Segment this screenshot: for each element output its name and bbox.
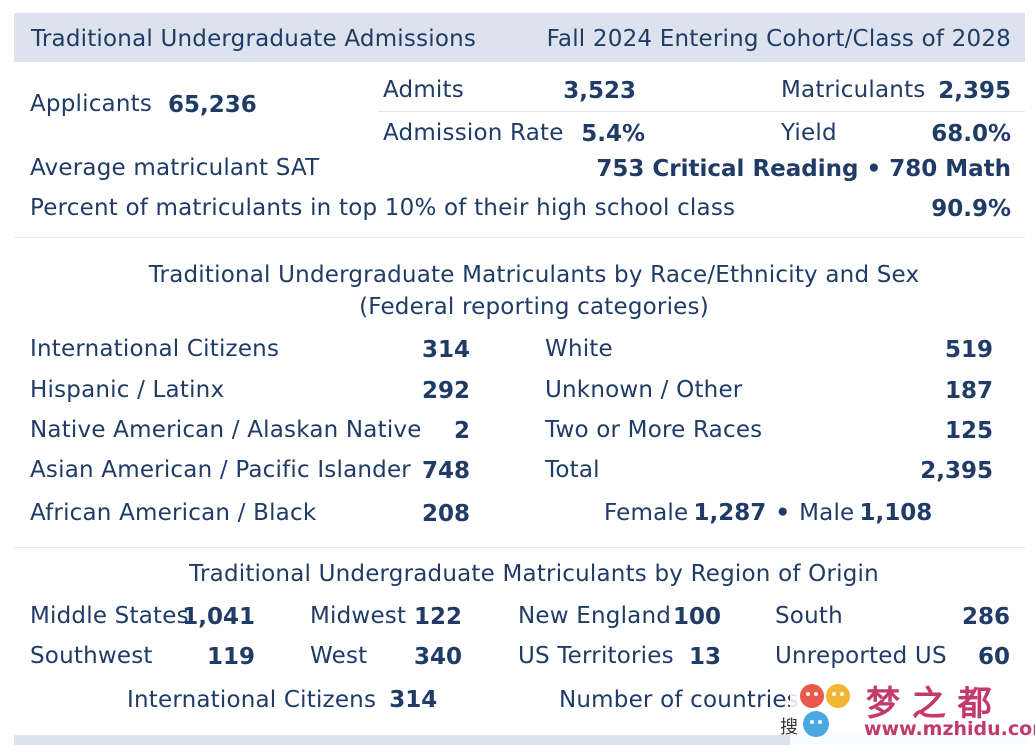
sex-separator: • (775, 500, 791, 526)
watermark: 梦 之 都 www.mzhidu.com 搜 (780, 676, 1035, 745)
female-value: 1,287 (693, 500, 767, 526)
region-value-southwest: 119 (206, 644, 255, 670)
sex-breakdown: Female 1,287 • Male 1,108 (604, 500, 932, 526)
region-value-middle-states: 1,041 (182, 604, 255, 630)
countries-label: Number of countries (559, 687, 799, 713)
summary-rule (378, 111, 1025, 112)
intl-region-value: 314 (389, 687, 438, 713)
admits-label: Admits (383, 77, 464, 103)
race-value-two-or-more: 125 (944, 418, 993, 444)
race-label-native: Native American / Alaskan Native (30, 417, 422, 443)
section-divider-1 (14, 237, 1025, 238)
male-value: 1,108 (859, 500, 933, 526)
region-value-west: 340 (413, 644, 462, 670)
yield-value: 68.0% (931, 121, 1011, 147)
race-label-african: African American / Black (30, 500, 317, 526)
race-value-international: 314 (421, 337, 470, 363)
race-value-total: 2,395 (920, 458, 993, 484)
race-label-unknown: Unknown / Other (545, 377, 743, 403)
region-label-west: West (310, 643, 368, 669)
watermark-logo-icon (800, 684, 850, 737)
top10-value: 90.9% (931, 196, 1011, 222)
header-cohort: Fall 2024 Entering Cohort/Class of 2028 (546, 26, 1011, 52)
race-subtitle: (Federal reporting categories) (359, 294, 709, 320)
sat-label: Average matriculant SAT (30, 155, 320, 181)
race-value-asian: 748 (421, 458, 470, 484)
intl-region-label: International Citizens (127, 687, 377, 713)
race-label-two-or-more: Two or More Races (545, 417, 763, 443)
matriculants-value: 2,395 (938, 78, 1011, 104)
race-label-hispanic: Hispanic / Latinx (30, 377, 225, 403)
yield-label: Yield (781, 120, 837, 146)
region-label-unreported-us: Unreported US (775, 643, 947, 669)
admission-rate-value: 5.4% (581, 121, 645, 147)
race-value-white: 519 (944, 337, 993, 363)
watermark-url: www.mzhidu.com (864, 718, 1035, 740)
international-citizens-region: International Citizens 314 (127, 687, 437, 713)
race-title: Traditional Undergraduate Matriculants b… (148, 262, 920, 288)
race-value-african: 208 (421, 501, 470, 527)
watermark-partial-char: 搜 (780, 717, 798, 738)
region-label-south: South (775, 603, 843, 629)
footer-band (14, 735, 1025, 745)
header-title: Traditional Undergraduate Admissions (31, 26, 477, 52)
top10-label: Percent of matriculants in top 10% of th… (30, 195, 736, 221)
applicants-label: Applicants (30, 91, 153, 117)
applicants-value: 65,236 (168, 92, 257, 118)
region-value-unreported-us: 60 (977, 644, 1010, 670)
region-label-midwest: Midwest (310, 603, 407, 629)
female-label: Female (604, 500, 689, 526)
region-title: Traditional Undergraduate Matriculants b… (189, 561, 879, 587)
matriculants-label: Matriculants (781, 77, 926, 103)
region-label-new-england: New England (518, 603, 672, 629)
region-label-middle-states: Middle States (30, 603, 189, 629)
sat-reading: 753 Critical Reading (596, 156, 859, 182)
race-label-international: International Citizens (30, 336, 280, 362)
region-value-midwest: 122 (413, 604, 462, 630)
region-label-southwest: Southwest (30, 643, 153, 669)
race-label-asian: Asian American / Pacific Islander (30, 457, 411, 483)
admits-value: 3,523 (563, 78, 636, 104)
male-label: Male (799, 500, 855, 526)
race-value-native: 2 (453, 418, 470, 444)
sat-values: 753 Critical Reading • 780 Math (596, 156, 1011, 182)
section-divider-2 (14, 547, 1025, 548)
race-value-hispanic: 292 (421, 378, 470, 404)
region-value-us-territories: 13 (688, 644, 721, 670)
region-label-us-territories: US Territories (518, 643, 674, 669)
race-label-total: Total (545, 457, 600, 483)
admission-rate-label: Admission Rate (383, 120, 564, 146)
region-value-south: 286 (961, 604, 1010, 630)
header-band (14, 13, 1025, 62)
race-value-unknown: 187 (944, 378, 993, 404)
sat-math: 780 Math (889, 156, 1011, 182)
watermark-chinese: 梦 之 都 (866, 684, 992, 724)
sat-separator: • (866, 156, 882, 182)
race-label-white: White (545, 336, 613, 362)
region-value-new-england: 100 (672, 604, 721, 630)
